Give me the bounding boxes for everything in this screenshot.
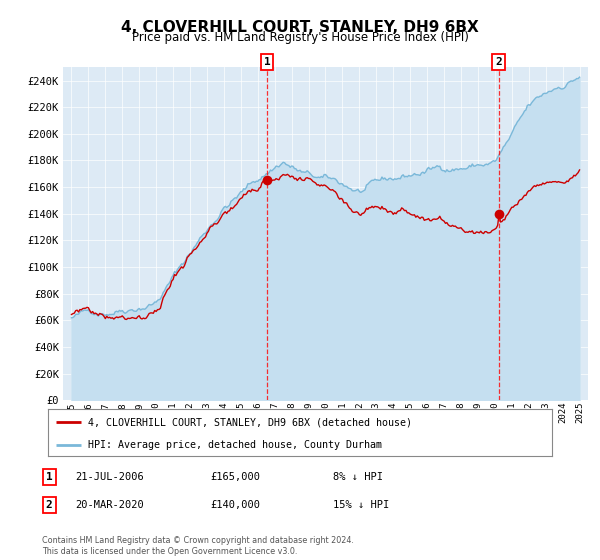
Text: HPI: Average price, detached house, County Durham: HPI: Average price, detached house, Coun… bbox=[88, 440, 382, 450]
Text: 2: 2 bbox=[495, 57, 502, 67]
Text: 20-MAR-2020: 20-MAR-2020 bbox=[75, 500, 144, 510]
Text: 4, CLOVERHILL COURT, STANLEY, DH9 6BX (detached house): 4, CLOVERHILL COURT, STANLEY, DH9 6BX (d… bbox=[88, 417, 412, 427]
Text: 8% ↓ HPI: 8% ↓ HPI bbox=[333, 472, 383, 482]
Text: 21-JUL-2006: 21-JUL-2006 bbox=[75, 472, 144, 482]
Text: £165,000: £165,000 bbox=[210, 472, 260, 482]
Text: 2: 2 bbox=[46, 500, 53, 510]
Text: 15% ↓ HPI: 15% ↓ HPI bbox=[333, 500, 389, 510]
Text: 4, CLOVERHILL COURT, STANLEY, DH9 6BX: 4, CLOVERHILL COURT, STANLEY, DH9 6BX bbox=[121, 20, 479, 35]
Text: 1: 1 bbox=[263, 57, 271, 67]
Text: Price paid vs. HM Land Registry's House Price Index (HPI): Price paid vs. HM Land Registry's House … bbox=[131, 31, 469, 44]
Text: £140,000: £140,000 bbox=[210, 500, 260, 510]
Text: 1: 1 bbox=[46, 472, 53, 482]
Text: Contains HM Land Registry data © Crown copyright and database right 2024.
This d: Contains HM Land Registry data © Crown c… bbox=[42, 536, 354, 556]
